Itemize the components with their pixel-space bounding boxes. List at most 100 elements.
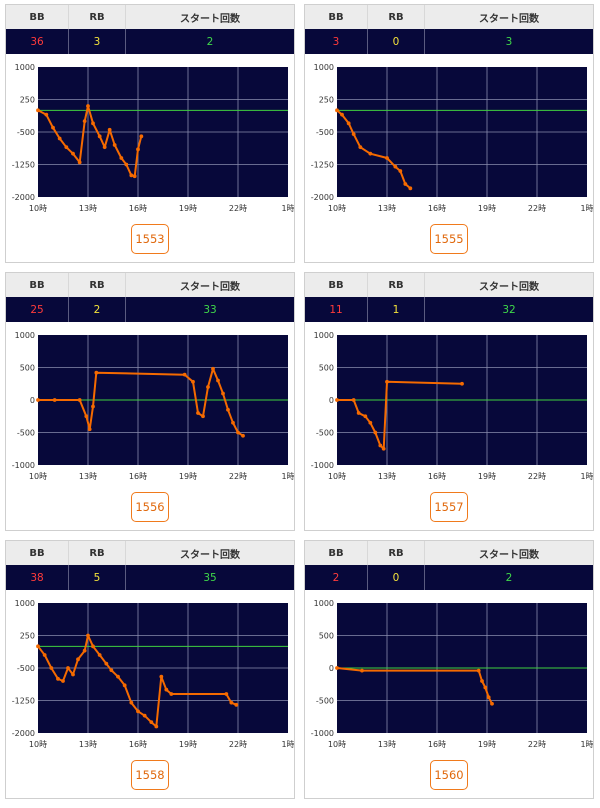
x-tick-label: 10時 (29, 740, 47, 749)
x-tick-label: 1時 (281, 472, 294, 481)
x-tick-label: 1時 (580, 740, 593, 749)
y-tick-label: -500 (17, 128, 35, 137)
rb-header: RB (69, 541, 126, 565)
data-point (460, 381, 464, 386)
machine-number-button[interactable]: 1558 (131, 760, 169, 790)
data-point (77, 398, 82, 402)
stats-table: BB RB スタート回数 2 0 2 (305, 541, 593, 590)
slump-chart: 1000 500 0 -500 -1000 10時 13時 16時 19時 22時 1時 (311, 599, 593, 749)
data-point (87, 427, 92, 432)
x-tick-label: 19時 (478, 472, 496, 481)
data-point (351, 132, 356, 137)
data-point (132, 174, 137, 179)
x-tick-label: 13時 (79, 204, 97, 213)
y-tick-label: -500 (316, 429, 334, 438)
data-point (76, 657, 80, 662)
x-tick-label: 13時 (79, 472, 97, 481)
y-tick-label: 500 (319, 364, 334, 373)
data-point (116, 674, 120, 679)
data-point (340, 112, 344, 117)
data-point (480, 679, 484, 683)
data-point (408, 186, 413, 191)
x-tick-label: 1時 (580, 472, 593, 481)
rb-value: 1 (368, 297, 425, 322)
stats-table: BB RB スタート回数 25 2 33 (6, 273, 294, 322)
y-tick-label: -1250 (311, 161, 334, 170)
slump-chart: 1000 250 -500 -1250 -2000 10時 13時 16時 19時 22時 1時 (311, 63, 593, 213)
x-tick-label: 22時 (528, 740, 546, 749)
data-point (368, 151, 373, 156)
x-tick-label: 22時 (229, 472, 247, 481)
y-tick-label: -500 (316, 128, 334, 137)
data-point (211, 366, 215, 371)
data-point (36, 644, 40, 649)
data-point (159, 674, 164, 679)
bb-header: BB (6, 541, 69, 565)
stats-table: BB RB スタート回数 3 0 3 (305, 5, 593, 54)
stats-value-row: 11 1 32 (305, 297, 593, 322)
data-point (91, 404, 95, 409)
stats-header-row: BB RB スタート回数 (6, 5, 294, 29)
data-point (234, 702, 239, 707)
data-point (112, 143, 117, 147)
machine-number-button[interactable]: 1557 (430, 492, 468, 522)
data-point (216, 378, 220, 383)
data-point (49, 666, 54, 670)
data-point (373, 430, 378, 435)
y-tick-label: 0 (30, 396, 35, 405)
machine-number-button[interactable]: 1555 (430, 224, 468, 254)
data-point (335, 398, 339, 402)
data-point (351, 398, 356, 402)
machine-card: BB RB スタート回数 3 0 3 1555 1000 250 -500 -1250 -2000 10… (304, 4, 594, 263)
x-tick-label: 10時 (328, 740, 346, 749)
x-tick-label: 22時 (528, 204, 546, 213)
start-count-header: スタート回数 (479, 281, 539, 293)
x-tick-label: 1時 (281, 740, 294, 749)
start-count-value: 3 (505, 35, 513, 48)
x-tick-label: 22時 (528, 472, 546, 481)
x-tick-label: 16時 (129, 740, 147, 749)
data-point (109, 668, 114, 673)
x-tick-label: 10時 (29, 472, 47, 481)
start-count-value: 35 (203, 571, 217, 584)
bb-value: 38 (6, 565, 69, 590)
data-point (107, 127, 112, 132)
x-tick-label: 1時 (281, 204, 294, 213)
machine-number-button[interactable]: 1553 (131, 224, 169, 254)
y-tick-label: -2000 (12, 729, 35, 738)
y-tick-label: -500 (316, 697, 334, 706)
start-count-value: 32 (502, 303, 516, 316)
data-point (86, 633, 90, 638)
data-point (356, 411, 361, 415)
bb-value: 36 (6, 29, 69, 54)
y-tick-label: 0 (329, 664, 334, 673)
x-tick-label: 13時 (79, 740, 97, 749)
data-point (119, 156, 124, 160)
x-tick-label: 19時 (179, 740, 197, 749)
data-point (66, 666, 70, 670)
slump-chart: 1000 250 -500 -1250 -2000 10時 13時 16時 19時 22時 1時 (12, 599, 294, 749)
rb-value: 2 (69, 297, 126, 322)
data-point (403, 182, 408, 186)
machine-number-button[interactable]: 1560 (430, 760, 468, 790)
stats-header-row: BB RB スタート回数 (6, 273, 294, 297)
rb-value: 0 (368, 29, 425, 54)
data-point (206, 385, 210, 389)
machine-card: BB RB スタート回数 2 0 2 1560 1000 500 0 -500 -1000 10時 13時… (304, 540, 594, 799)
data-point (363, 414, 368, 419)
machine-card: BB RB スタート回数 38 5 35 1558 1000 250 -500 -1250 -2000… (5, 540, 295, 799)
y-tick-label: 250 (319, 96, 334, 105)
machine-number-button[interactable]: 1556 (131, 492, 169, 522)
y-tick-label: 250 (20, 632, 35, 641)
rb-value: 3 (69, 29, 126, 54)
data-point (358, 145, 363, 150)
data-point (154, 724, 159, 729)
data-point (149, 720, 154, 725)
stats-header-row: BB RB スタート回数 (305, 541, 593, 565)
stats-table: BB RB スタート回数 11 1 32 (305, 273, 593, 322)
data-point (57, 136, 62, 141)
rb-value: 0 (368, 565, 425, 590)
data-point (182, 372, 187, 377)
stats-header-row: BB RB スタート回数 (6, 541, 294, 565)
data-point (483, 685, 488, 690)
